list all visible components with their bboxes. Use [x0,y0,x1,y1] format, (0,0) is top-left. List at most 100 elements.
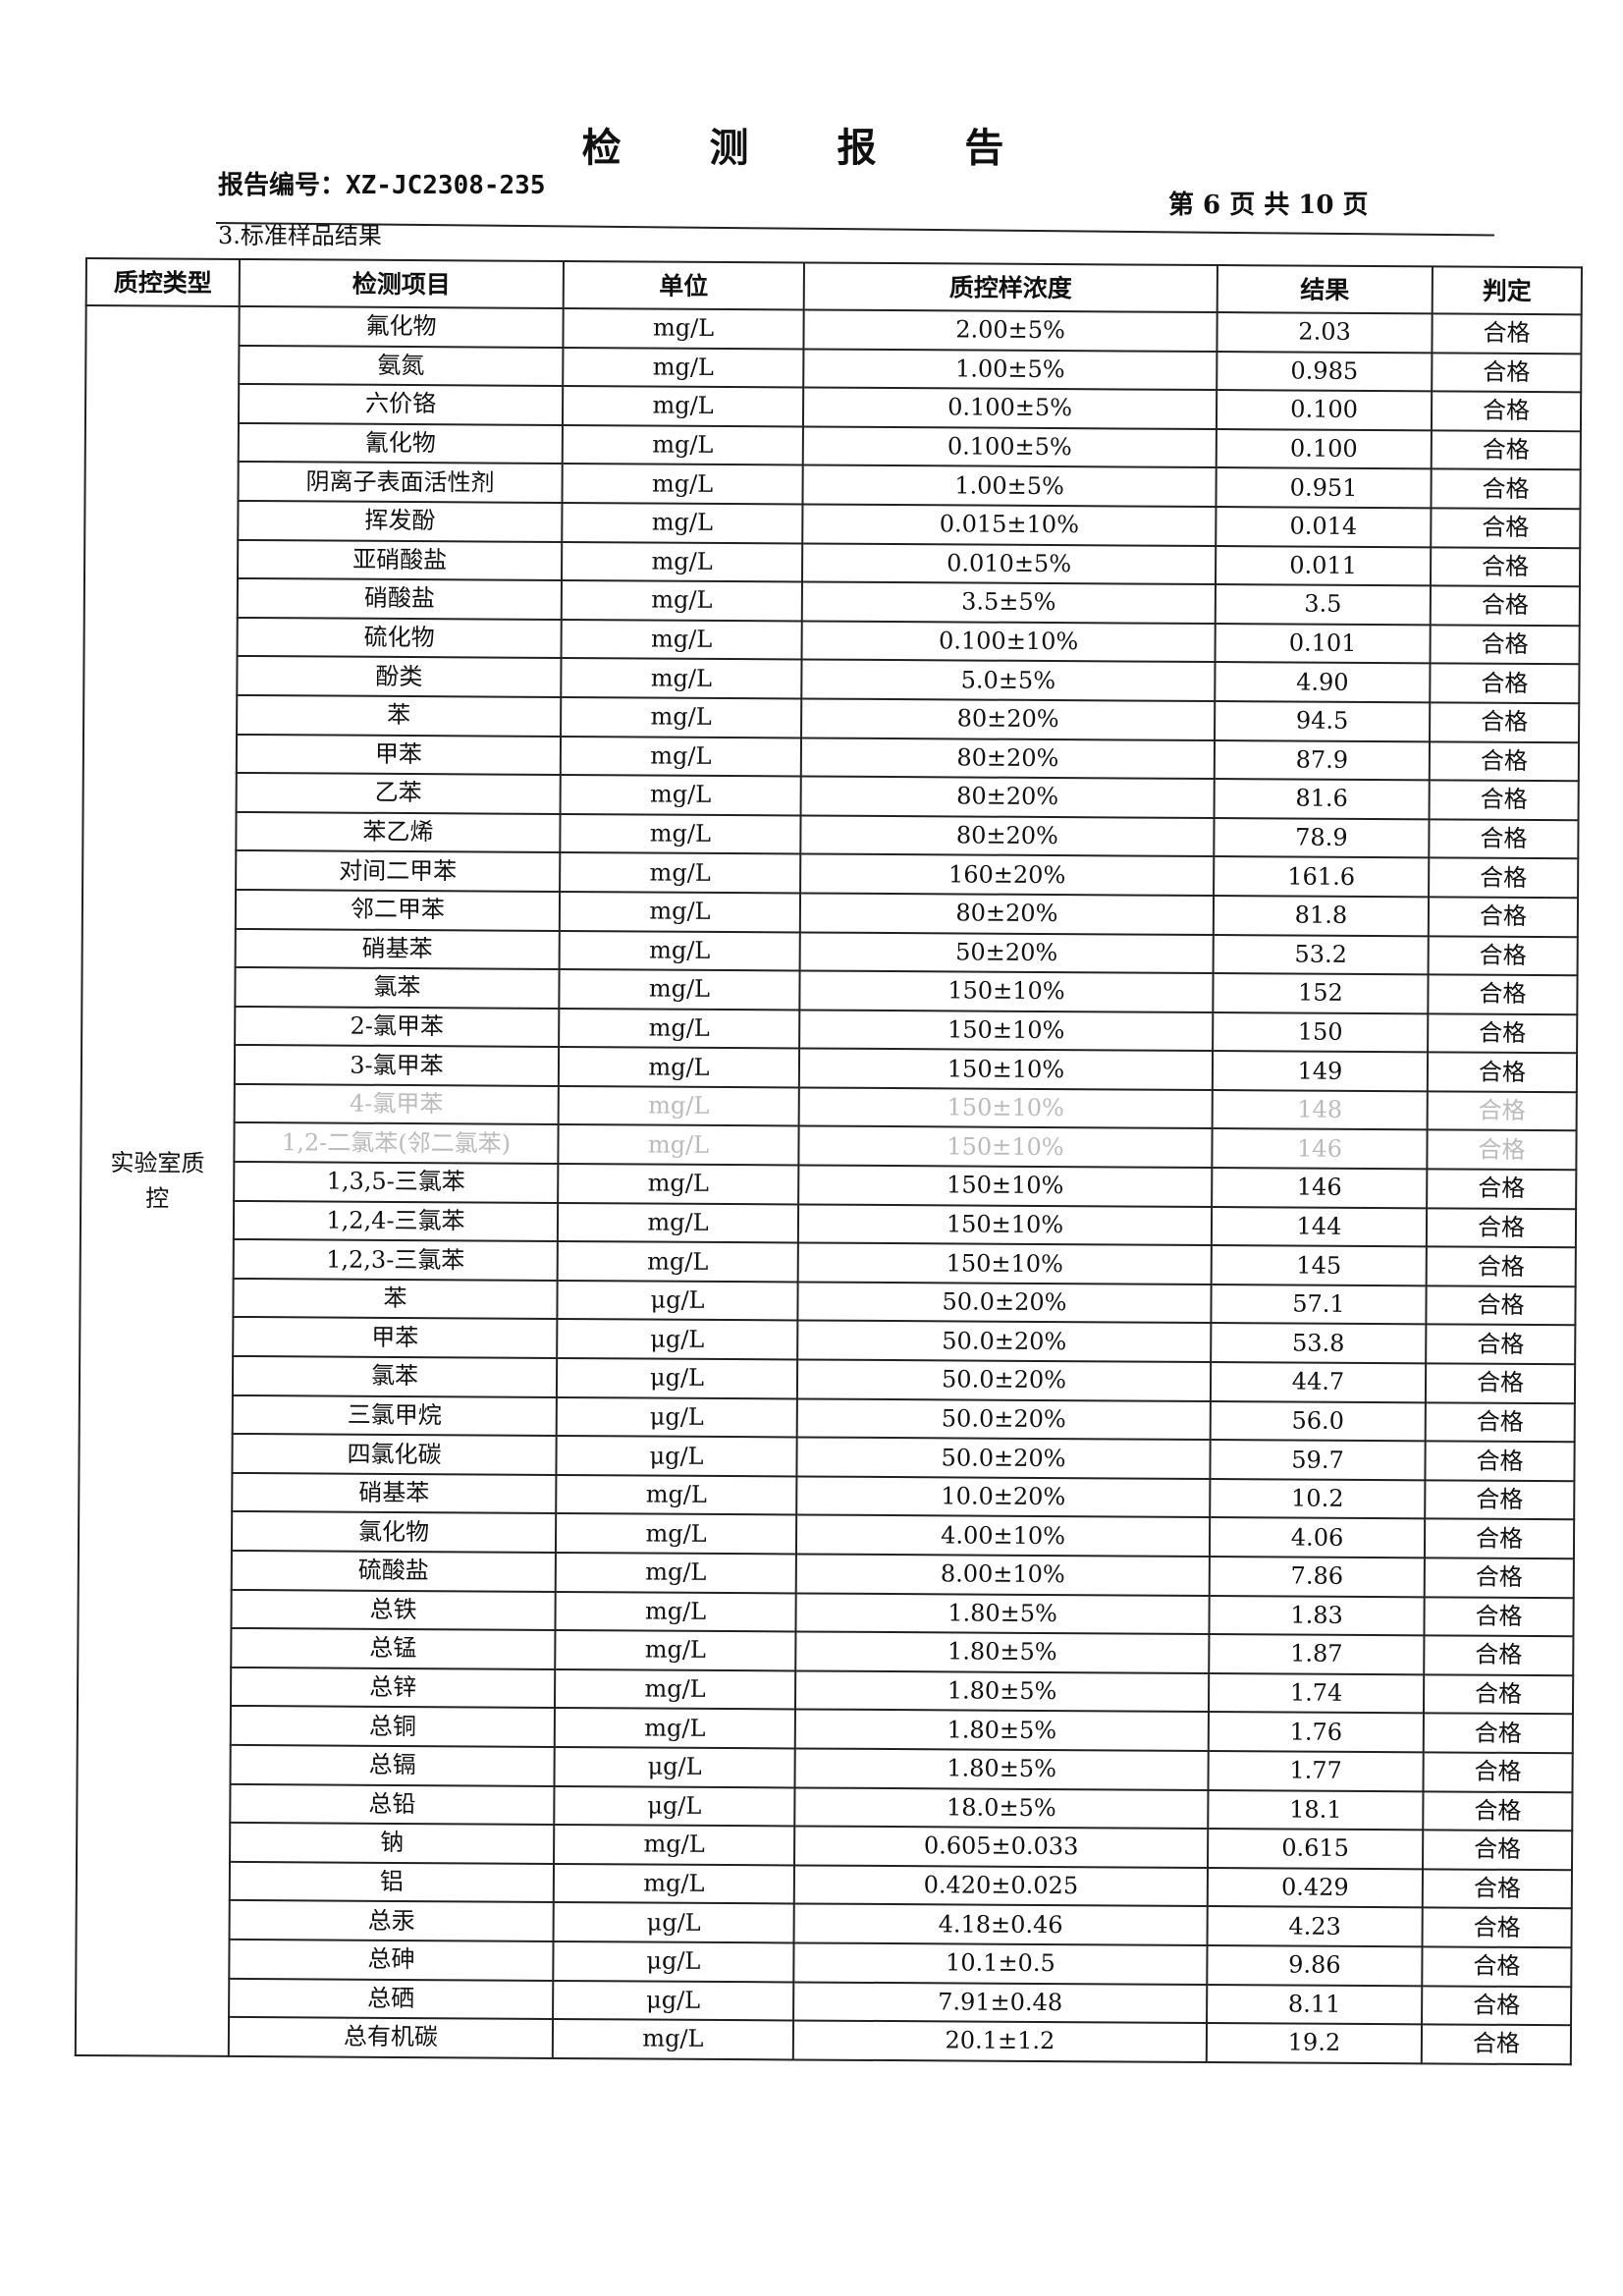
judgement-cell: 合格 [1426,1324,1576,1365]
qc-concentration-cell: 4.18±0.46 [793,1903,1208,1945]
qc-concentration-cell: 0.605±0.033 [794,1826,1209,1868]
unit-cell: mg/L [562,424,803,465]
judgement-cell: 合格 [1429,819,1579,859]
unit-cell: mg/L [560,813,801,854]
column-header: 单位 [563,260,804,310]
result-cell: 1.77 [1208,1750,1424,1791]
test-item-cell: 硝酸盐 [237,578,562,620]
test-item-cell: 硫酸盐 [231,1550,556,1592]
result-cell: 78.9 [1214,817,1430,858]
document-title: 检 测 报 告 [581,126,1042,171]
test-item-cell: 苯 [233,1278,558,1320]
unit-cell: mg/L [558,1164,799,1205]
unit-cell: mg/L [562,464,803,505]
unit-cell: mg/L [556,1474,797,1515]
test-item-cell: 硝基苯 [235,928,560,970]
qc-concentration-cell: 150±10% [799,1010,1214,1052]
test-item-cell: 总铁 [231,1589,556,1631]
test-item-cell: 氯化物 [231,1511,557,1553]
column-header: 检测项目 [239,258,564,308]
judgement-cell: 合格 [1425,1363,1576,1403]
qc-concentration-cell: 2.00±5% [803,309,1217,352]
unit-cell: μg/L [554,1785,795,1827]
test-item-cell: 1,2,3-三氯苯 [233,1239,558,1281]
test-item-cell: 亚硝酸盐 [238,539,563,581]
qc-concentration-cell: 10.0±20% [796,1476,1211,1518]
qc-concentration-cell: 1.00±5% [802,465,1217,508]
result-cell: 0.014 [1216,507,1432,547]
qc-concentration-cell: 1.80±5% [794,1670,1210,1713]
qc-concentration-cell: 10.1±0.5 [793,1942,1208,1985]
unit-cell: mg/L [559,1008,800,1049]
judgement-cell: 合格 [1430,585,1580,627]
result-cell: 144 [1211,1206,1428,1247]
test-item-cell: 1,2,4-三氯苯 [233,1200,559,1242]
result-cell: 9.86 [1207,1944,1423,1986]
qc-concentration-cell: 1.00±5% [803,349,1217,391]
result-cell: 59.7 [1210,1440,1426,1481]
result-cell: 0.951 [1216,467,1432,509]
result-cell: 94.5 [1215,700,1431,741]
unit-cell: mg/L [563,307,804,350]
judgement-cell: 合格 [1422,1869,1572,1909]
qc-concentration-cell: 50±20% [799,931,1214,974]
result-cell: 152 [1213,973,1429,1014]
judgement-cell: 合格 [1430,546,1581,587]
judgement-cell: 合格 [1422,1946,1572,1987]
judgement-cell: 合格 [1424,1596,1574,1637]
judgement-cell: 合格 [1431,468,1581,510]
judgement-cell: 合格 [1427,1169,1577,1209]
test-item-cell: 总铜 [230,1706,555,1747]
test-item-cell: 铝 [229,1861,555,1903]
unit-cell: mg/L [555,1591,796,1632]
result-cell: 44.7 [1210,1362,1427,1402]
result-cell: 56.0 [1210,1400,1426,1442]
unit-cell: μg/L [557,1280,798,1321]
unit-cell: μg/L [553,1941,794,1982]
result-cell: 57.1 [1211,1284,1427,1325]
unit-cell: mg/L [559,891,801,932]
qc-concentration-cell: 50.0±20% [796,1359,1212,1401]
qc-concentration-cell: 20.1±1.2 [792,2020,1208,2062]
judgement-cell: 合格 [1423,1674,1574,1715]
test-item-cell: 2-氯甲苯 [235,1006,560,1048]
unit-cell: mg/L [559,969,800,1011]
unit-cell: mg/L [558,1085,799,1126]
test-item-cell: 三氯甲烷 [232,1394,557,1437]
test-item-cell: 苯乙烯 [236,811,561,853]
test-item-cell: 4-氯甲苯 [234,1083,559,1125]
unit-cell: mg/L [554,1668,796,1710]
result-cell: 8.11 [1207,1984,1423,2025]
unit-cell: mg/L [552,2019,794,2060]
unit-cell: μg/L [556,1436,797,1477]
qc-concentration-cell: 0.420±0.025 [793,1865,1209,1907]
result-cell: 81.6 [1214,779,1430,820]
result-cell: 0.985 [1217,351,1433,392]
report-number: 报告编号：XZ-JC2308-235 [218,171,546,200]
test-item-cell: 苯 [237,694,562,737]
judgement-cell: 合格 [1432,313,1582,354]
judgement-cell: 合格 [1425,1480,1575,1520]
qc-concentration-cell: 150±10% [798,1165,1213,1207]
unit-cell: mg/L [562,386,804,427]
result-cell: 145 [1211,1245,1427,1286]
test-item-cell: 对间二甲苯 [236,850,561,892]
test-item-cell: 1,2-二氯苯(邻二氯苯) [234,1122,559,1165]
judgement-cell: 合格 [1423,1713,1573,1754]
unit-cell: μg/L [553,1902,794,1943]
judgement-cell: 合格 [1427,1129,1577,1171]
result-cell: 4.23 [1207,1906,1423,1947]
result-cell: 0.011 [1215,545,1432,586]
judgement-cell: 合格 [1430,702,1580,742]
test-item-cell: 邻二甲苯 [235,889,561,931]
judgement-cell: 合格 [1428,897,1579,937]
qc-concentration-cell: 0.015±10% [802,504,1217,546]
section-title: 3.标准样品结果 [218,222,382,249]
result-cell: 0.100 [1216,428,1432,469]
test-item-cell: 总有机碳 [228,2017,554,2058]
judgement-cell: 合格 [1424,1558,1574,1598]
judgement-cell: 合格 [1423,1752,1573,1792]
qc-concentration-cell: 150±10% [797,1204,1213,1246]
unit-cell: mg/L [555,1513,797,1555]
column-header: 质控类型 [85,258,240,306]
